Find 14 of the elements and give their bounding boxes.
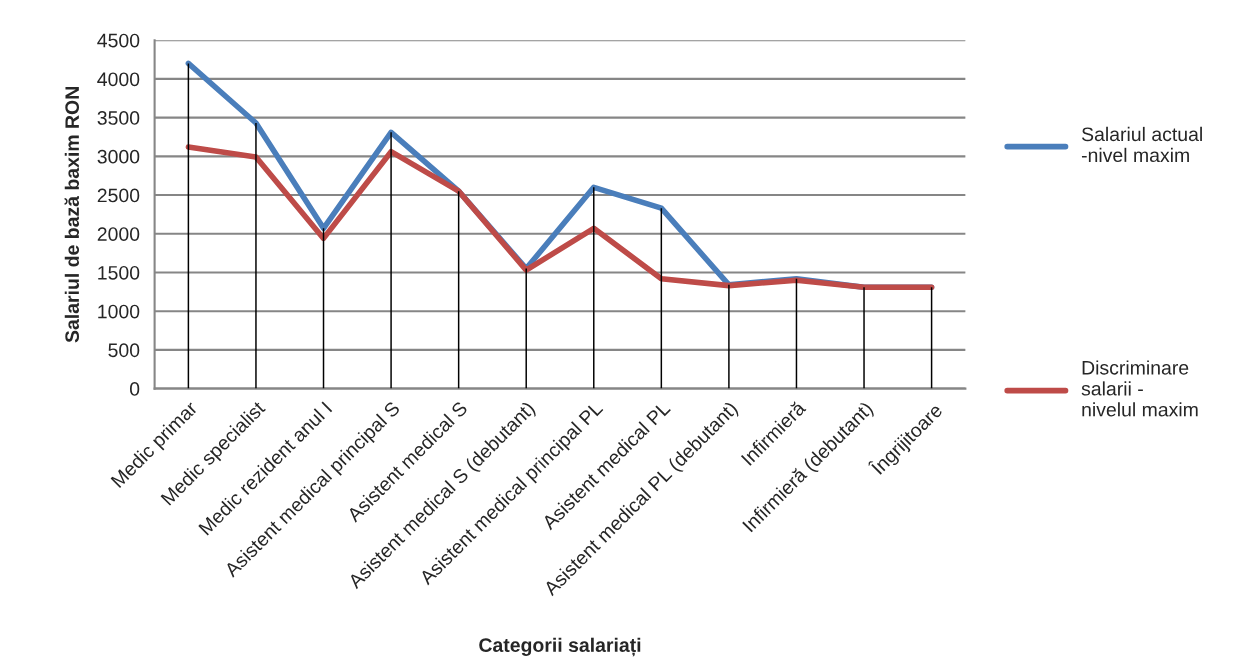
y-tick-label: 4000	[97, 72, 140, 87]
y-tick-label: 500	[108, 343, 140, 358]
y-tick-label: 1000	[98, 304, 140, 319]
y-tick-label: 3000	[97, 149, 140, 164]
y-tick-label: 3500	[97, 111, 140, 125]
x-axis-title: Categorii salariați	[479, 637, 641, 657]
y-tick-label: 1500	[98, 265, 140, 280]
legend-label: Discriminare salarii - nivelul maxim	[1081, 360, 1198, 417]
y-tick-label: 0	[129, 382, 140, 396]
y-tick-label: 2500	[97, 188, 140, 203]
y-axis-title: Salariul de bază baxim RON	[64, 87, 80, 343]
legend-label: Salariul actual -nivel maxim	[1081, 126, 1202, 163]
y-tick-label: 2000	[97, 227, 140, 241]
y-tick-label: 4500	[97, 33, 140, 48]
